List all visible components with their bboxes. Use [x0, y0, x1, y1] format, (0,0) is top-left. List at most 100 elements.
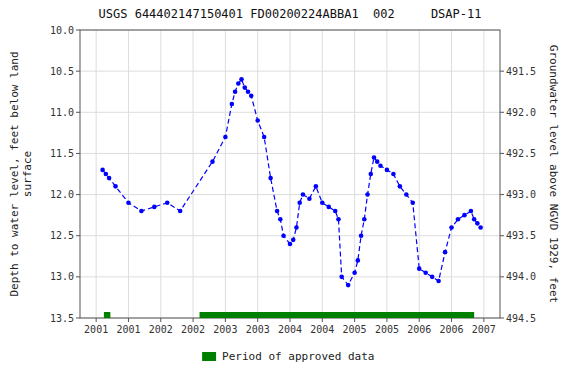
x-tick	[290, 318, 291, 322]
x-grid-line	[322, 30, 323, 318]
grid	[80, 30, 500, 318]
data-point	[239, 77, 244, 82]
y2-tick-label: 494.0	[506, 271, 536, 282]
x-tick	[419, 318, 420, 322]
data-point	[307, 196, 312, 201]
x-tick-label: 2001	[116, 324, 140, 335]
data-point	[104, 172, 109, 177]
data-point	[210, 159, 215, 164]
data-point	[436, 279, 441, 284]
y-tick-label: 12.0	[50, 189, 74, 200]
data-point	[262, 135, 267, 140]
x-tick-label: 2005	[375, 324, 399, 335]
y2-tick	[500, 112, 504, 113]
y-grid-line	[80, 235, 500, 236]
data-point	[320, 201, 325, 206]
x-tick-label: 2003	[246, 324, 270, 335]
legend: Period of approved data	[202, 350, 374, 363]
legend-label: Period of approved data	[222, 350, 374, 363]
x-grid-line	[386, 30, 387, 318]
x-tick	[386, 318, 387, 322]
y-grid-line	[80, 194, 500, 195]
y2-tick-label: 492.0	[506, 107, 536, 118]
data-point	[333, 209, 338, 214]
data-point	[362, 217, 367, 222]
data-point	[255, 118, 260, 123]
data-point	[359, 233, 364, 238]
data-point	[469, 209, 474, 214]
y-axis-label-line: surface	[21, 151, 34, 197]
y-tick	[76, 112, 80, 113]
data-point	[139, 209, 144, 214]
y-grid-line	[80, 71, 500, 72]
axes: 2001200120022002200320032004200420052005…	[50, 25, 536, 336]
data-point	[165, 201, 170, 206]
approved-period-bar	[200, 312, 475, 318]
x-tick	[128, 318, 129, 322]
x-grid-line	[419, 30, 420, 318]
data-line	[103, 79, 481, 285]
data-point	[230, 102, 235, 107]
data-point	[385, 168, 390, 173]
x-grid-line	[160, 30, 161, 318]
approved-period-bar	[104, 312, 110, 318]
data-point	[275, 209, 280, 214]
x-tick	[160, 318, 161, 322]
data-point	[472, 217, 477, 222]
x-tick-label: 2002	[181, 324, 205, 335]
y2-tick	[500, 194, 504, 195]
data-point	[456, 217, 461, 222]
y-tick	[76, 318, 80, 319]
data-point	[339, 275, 344, 280]
y-tick	[76, 71, 80, 72]
x-tick-label: 2003	[213, 324, 237, 335]
y2-tick-label: 493.0	[506, 189, 536, 200]
data-point	[365, 192, 370, 197]
data-point	[443, 250, 448, 255]
x-grid-line	[193, 30, 194, 318]
y-tick	[76, 194, 80, 195]
data-point	[391, 172, 396, 177]
x-tick	[322, 318, 323, 322]
chart: 2001200120022002200320032004200420052005…	[0, 0, 576, 384]
x-tick	[451, 318, 452, 322]
data-point	[423, 270, 428, 275]
y2-axis-label: Groundwater level above NGVD 1929, feet	[547, 45, 560, 303]
y2-tick-label: 493.5	[506, 230, 536, 241]
data-point	[113, 184, 118, 189]
data-point	[346, 283, 351, 288]
data-point	[375, 159, 380, 164]
y-tick-label: 13.5	[50, 313, 74, 324]
data-point	[291, 238, 296, 243]
plot-area	[100, 77, 483, 318]
y-tick-label: 10.0	[50, 25, 74, 36]
y-grid-line	[80, 112, 500, 113]
data-point	[223, 135, 228, 140]
x-tick	[225, 318, 226, 322]
data-point	[378, 163, 383, 168]
y-tick-label: 12.5	[50, 230, 74, 241]
data-point	[178, 209, 183, 214]
y2-tick	[500, 318, 504, 319]
y-tick	[76, 276, 80, 277]
x-tick-label: 2005	[343, 324, 367, 335]
y-tick-label: 11.5	[50, 148, 74, 159]
y-grid-line	[80, 276, 500, 277]
data-point	[301, 192, 306, 197]
x-grid-line	[225, 30, 226, 318]
x-tick	[483, 318, 484, 322]
x-tick-label: 2007	[472, 324, 496, 335]
x-grid-line	[257, 30, 258, 318]
x-grid-line	[451, 30, 452, 318]
x-tick-label: 2002	[149, 324, 173, 335]
data-point	[314, 184, 319, 189]
legend-swatch	[202, 352, 216, 361]
y2-tick-label: 491.5	[506, 66, 536, 77]
data-point	[297, 201, 302, 206]
data-point	[326, 205, 331, 210]
data-point	[417, 266, 422, 271]
x-grid-line	[290, 30, 291, 318]
data-point	[278, 217, 283, 222]
data-point	[236, 81, 241, 86]
data-point	[462, 213, 467, 218]
